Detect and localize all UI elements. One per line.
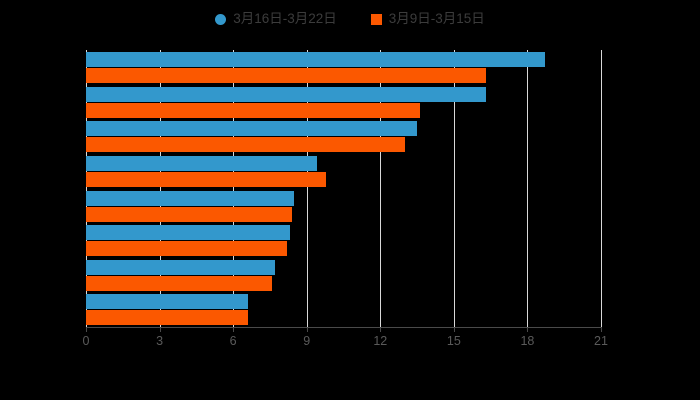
circle-marker-icon — [215, 13, 227, 25]
x-tick-label: 21 — [594, 334, 608, 348]
gridline — [233, 50, 235, 327]
x-tick-label: 6 — [229, 334, 237, 348]
bar-series-1[interactable] — [86, 52, 545, 67]
legend-item-1[interactable]: 3月9日-3月15日 — [370, 11, 485, 26]
bar-group — [86, 50, 601, 85]
bar-group — [86, 154, 601, 189]
tick-mark — [159, 327, 161, 332]
tick-mark — [86, 327, 87, 332]
bar-group — [86, 292, 601, 327]
bar-group — [86, 85, 601, 120]
x-tick-label: 9 — [303, 334, 311, 348]
tick-mark — [380, 327, 382, 332]
bar-series-2[interactable] — [86, 310, 248, 326]
gridline — [380, 50, 382, 327]
x-tick-label: 3 — [156, 334, 164, 348]
bar-series-2[interactable] — [86, 102, 420, 118]
bar-series-2[interactable] — [86, 68, 486, 83]
x-tick-label: 12 — [373, 334, 388, 348]
bar-group — [86, 119, 601, 154]
bar-series-2[interactable] — [86, 275, 273, 291]
bar-series-1[interactable] — [86, 259, 275, 275]
legend-label-1: 3月9日-3月15日 — [388, 11, 485, 26]
chart-legend: 3月16日-3月22日 3月9日-3月15日 — [0, 6, 700, 32]
bar-series-1[interactable] — [86, 155, 317, 171]
bar-series-1[interactable] — [86, 294, 248, 310]
bar-series-2[interactable] — [86, 171, 327, 187]
square-marker-icon — [370, 13, 382, 25]
bar-series-1[interactable] — [86, 121, 418, 137]
x-axis-line — [86, 327, 602, 328]
legend-label-0: 3月16日-3月22日 — [233, 11, 337, 26]
bar-series-1[interactable] — [86, 225, 290, 241]
bar-group — [86, 223, 601, 258]
x-tick-label: 0 — [82, 334, 90, 348]
tick-mark — [527, 327, 529, 332]
plot-area — [86, 50, 602, 327]
tick-mark — [233, 327, 235, 332]
gridline — [453, 50, 455, 327]
tick-mark — [453, 327, 455, 332]
legend-item-0[interactable]: 3月16日-3月22日 — [215, 12, 337, 26]
tick-mark — [306, 327, 308, 332]
x-tick-label: 15 — [446, 334, 461, 348]
bar-series-2[interactable] — [86, 241, 288, 257]
gridline — [601, 50, 602, 327]
gridline — [527, 50, 529, 327]
bar-series-2[interactable] — [86, 206, 292, 222]
y-axis-line — [86, 50, 87, 327]
x-tick-label: 18 — [520, 334, 535, 348]
tick-mark — [601, 327, 602, 332]
gridline — [306, 50, 308, 327]
bar-series-1[interactable] — [86, 86, 486, 102]
bar-series-2[interactable] — [86, 137, 405, 153]
bar-group — [86, 258, 601, 293]
gridline — [159, 50, 161, 327]
bar-group — [86, 189, 601, 224]
bar-series-1[interactable] — [86, 190, 295, 206]
